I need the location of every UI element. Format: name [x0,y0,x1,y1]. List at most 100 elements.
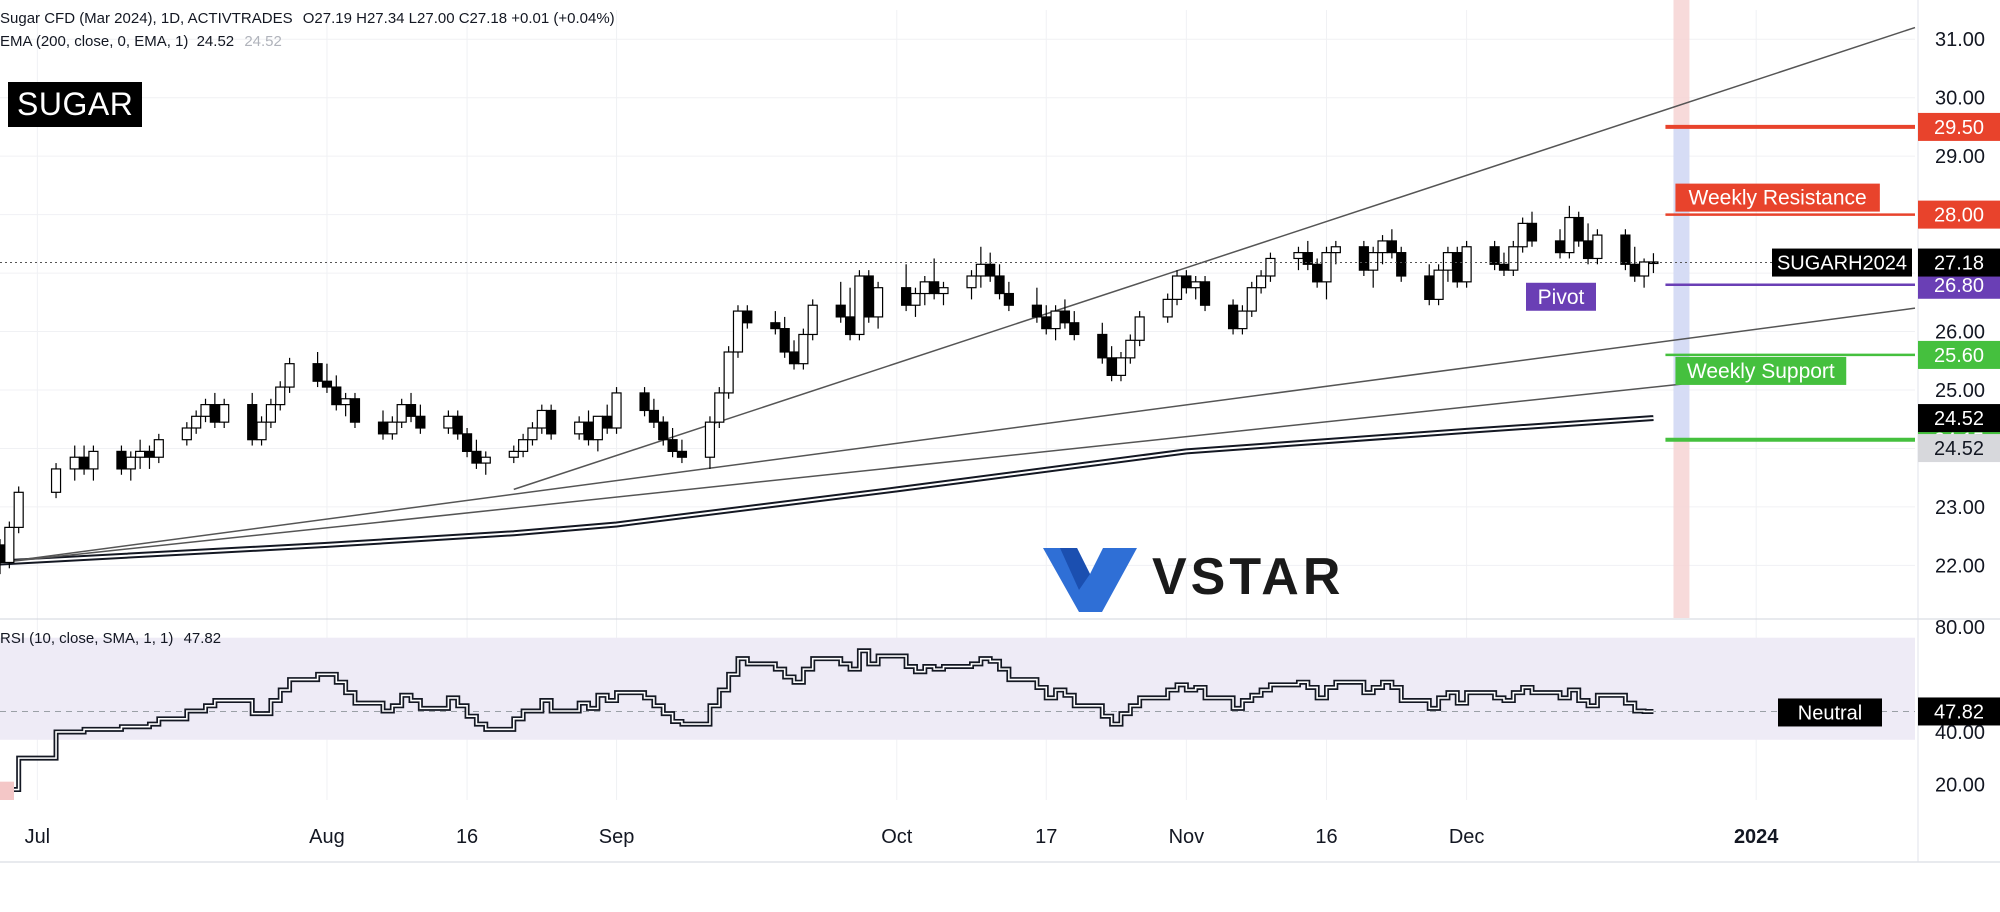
candle [1508,246,1519,271]
candle [284,363,295,388]
candle [1237,310,1248,330]
candle [1648,261,1659,265]
candle [480,456,491,464]
candle [938,287,949,295]
candle [1190,281,1201,289]
candle [1162,298,1173,318]
candle [1321,252,1332,283]
candle [247,404,258,441]
candle [574,421,585,435]
candle [1620,234,1631,265]
candle [340,398,351,406]
candle [1358,246,1369,271]
pivot-axis-label: 26.80 [1934,275,1984,297]
candle [144,450,155,458]
rsi-band [0,637,1915,740]
rsi-header: RSI (10, close, SMA, 1, 1) 47.82 [0,630,221,647]
candle [396,404,407,423]
trendline [0,383,1682,564]
candle [583,421,594,441]
ema-header: EMA (200, close, 0, EMA, 1) 24.52 24.52 [0,33,282,50]
ema-200-line-inner [0,417,1654,564]
vstar-watermark: VSTAR [1043,548,1340,612]
candle [219,404,230,423]
candle [153,439,164,458]
candles [0,205,1659,575]
candle [536,409,547,429]
candle [704,421,716,458]
candle [1050,310,1061,330]
candle [135,450,146,458]
rsi-oversold-marker [0,781,14,800]
candle [592,415,603,441]
weekly-support-axis-label: 25.60 [1934,345,1984,367]
candle [13,491,24,528]
candle [1564,216,1575,254]
candle [732,310,744,353]
candle [901,287,912,306]
candle [1003,292,1014,306]
symbol-header: Sugar CFD (Mar 2024), 1D, ACTIVTRADES O2… [0,10,615,27]
resistance-2950-axis-label: 29.50 [1934,117,1984,139]
candle [975,263,986,277]
candle [1255,275,1267,289]
candle [508,450,519,458]
resistance-2950-axis-badge [1918,112,2000,141]
candle [1489,246,1500,265]
y-tick-label: 30.00 [1935,88,1985,110]
candle [181,427,192,441]
candle [1031,304,1043,318]
price-axis-label: 27.18 [1934,253,1984,275]
candle [405,404,417,417]
ema-axis-label-2: 24.52 [1934,438,1984,460]
candle [770,322,781,330]
candle [1097,333,1108,359]
candle [929,281,940,295]
x-tick-label: 16 [1315,826,1337,848]
ema-axis-badge-2 [1918,434,2000,463]
candle [1554,240,1566,254]
vstar-logo-shade [1060,548,1090,590]
candle [1199,281,1211,306]
candle [966,275,977,289]
candle [1629,263,1640,277]
candle [1396,252,1407,277]
candle [256,421,267,441]
weekly-support-label: Weekly Support [1687,360,1835,383]
candle [1368,252,1379,271]
y-tick-label: 31.00 [1935,29,1985,51]
candle [125,456,136,470]
candle [88,450,99,470]
x-tick-label: Sep [599,826,635,848]
ema-axis-label: 24.52 [1934,408,1984,430]
y-tick-label: 26.00 [1935,322,1985,344]
candle [1293,252,1304,260]
candle [1330,246,1341,254]
candle [658,421,669,441]
x-tick-label: Oct [881,826,913,848]
candle [546,409,557,435]
candle [854,275,865,336]
x-tick-label: 2024 [1734,826,1779,848]
candle [648,409,660,423]
candle [1134,316,1145,341]
candle [265,404,277,423]
y-tick-label: 22.00 [1935,555,1985,577]
candle [415,415,426,429]
candle [312,363,323,382]
candle [78,456,90,470]
candle [602,415,613,429]
candle [349,398,361,423]
rsi-value: 47.82 [183,630,222,647]
candle [471,450,482,464]
ema-axis-badge [1918,404,2000,433]
x-tick-label: Dec [1449,826,1485,848]
candle [452,415,463,435]
candle [1461,246,1472,283]
title-badge: SUGAR [8,82,143,127]
candle [1227,304,1239,330]
vstar-logo-icon [1043,548,1137,612]
trendline [0,307,1916,564]
candle [191,415,202,429]
